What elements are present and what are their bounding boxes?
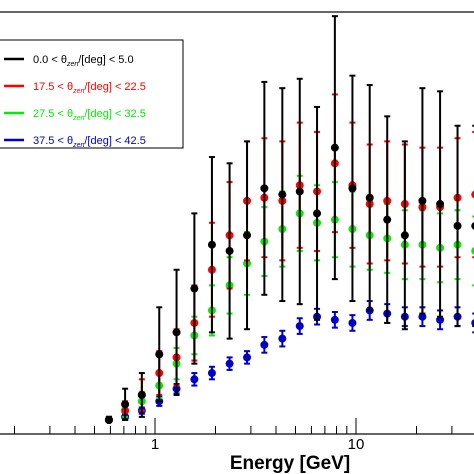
x-axis: 1 10	[14, 418, 453, 453]
data-point	[471, 190, 474, 199]
data-point	[383, 215, 392, 224]
legend-label: 17.5 < θzen/[deg] < 22.5	[33, 81, 146, 95]
legend-label: 27.5 < θzen/[deg] < 32.5	[33, 108, 146, 122]
data-point	[471, 222, 474, 230]
data-point	[330, 143, 339, 152]
data-point	[295, 187, 304, 196]
data-point	[365, 193, 374, 202]
plot-frame	[0, 11, 474, 435]
legend-label-main: 27.5 < θ	[33, 108, 73, 120]
data-point	[207, 369, 216, 378]
data-point	[260, 340, 269, 349]
data-point	[190, 375, 199, 384]
legend-label-main: 0.0 < θ	[33, 54, 67, 66]
data-point	[225, 359, 234, 368]
data-point	[137, 390, 146, 399]
data-point	[225, 246, 234, 255]
x-tick-label: 10	[348, 436, 365, 453]
data-point	[295, 322, 304, 331]
data-point	[243, 353, 252, 362]
data-point	[436, 315, 445, 324]
data-point	[471, 319, 474, 327]
data-point	[313, 209, 322, 218]
legend-label-rest: /[deg] < 5.0	[78, 54, 133, 66]
data-point	[155, 350, 164, 359]
legend-entry: 0.0 < θzen/[deg] < 5.0	[4, 54, 134, 68]
legend-label: 0.0 < θzen/[deg] < 5.0	[33, 54, 134, 68]
data-point	[400, 231, 409, 240]
data-point	[418, 312, 427, 321]
data-point	[121, 400, 130, 409]
legend-label-rest: /[deg] < 42.5	[84, 135, 145, 147]
legend-box	[0, 39, 184, 149]
data-point	[190, 284, 199, 293]
data-point	[172, 328, 181, 337]
data-point	[436, 200, 445, 208]
series-2	[104, 174, 474, 424]
data-point	[418, 196, 427, 205]
data-point	[260, 184, 269, 193]
legend-label: 37.5 < θzen/[deg] < 42.5	[33, 135, 146, 149]
legend-label-subscript: zen	[72, 115, 84, 122]
legend: 0.0 < θzen/[deg] < 5.017.5 < θzen/[deg] …	[0, 39, 184, 149]
legend-entry: 17.5 < θzen/[deg] < 22.5	[4, 81, 146, 95]
legend-entry: 37.5 < θzen/[deg] < 42.5	[4, 135, 146, 149]
legend-label-subscript: zen	[66, 61, 78, 68]
series-0	[104, 15, 474, 424]
x-axis-title: Energy [GeV]	[230, 453, 350, 474]
legend-label-rest: /[deg] < 22.5	[84, 81, 145, 93]
legend-label-subscript: zen	[72, 88, 84, 95]
x-tick-label: 1	[151, 436, 159, 453]
data-point	[348, 184, 357, 193]
data-marks	[104, 15, 474, 424]
data-point	[278, 190, 287, 199]
data-point	[207, 240, 216, 249]
series-3	[104, 300, 474, 424]
data-point	[471, 247, 474, 255]
data-point	[453, 221, 462, 230]
legend-label-subscript: zen	[72, 142, 84, 149]
data-point	[348, 318, 357, 327]
legend-label-main: 17.5 < θ	[33, 81, 73, 93]
legend-label-rest: /[deg] < 32.5	[84, 108, 145, 120]
data-point	[278, 334, 287, 343]
legend-label-main: 37.5 < θ	[33, 135, 73, 147]
data-point	[104, 416, 113, 424]
data-point	[243, 231, 252, 240]
legend-entry: 27.5 < θzen/[deg] < 32.5	[4, 108, 146, 122]
data-point	[330, 315, 339, 324]
